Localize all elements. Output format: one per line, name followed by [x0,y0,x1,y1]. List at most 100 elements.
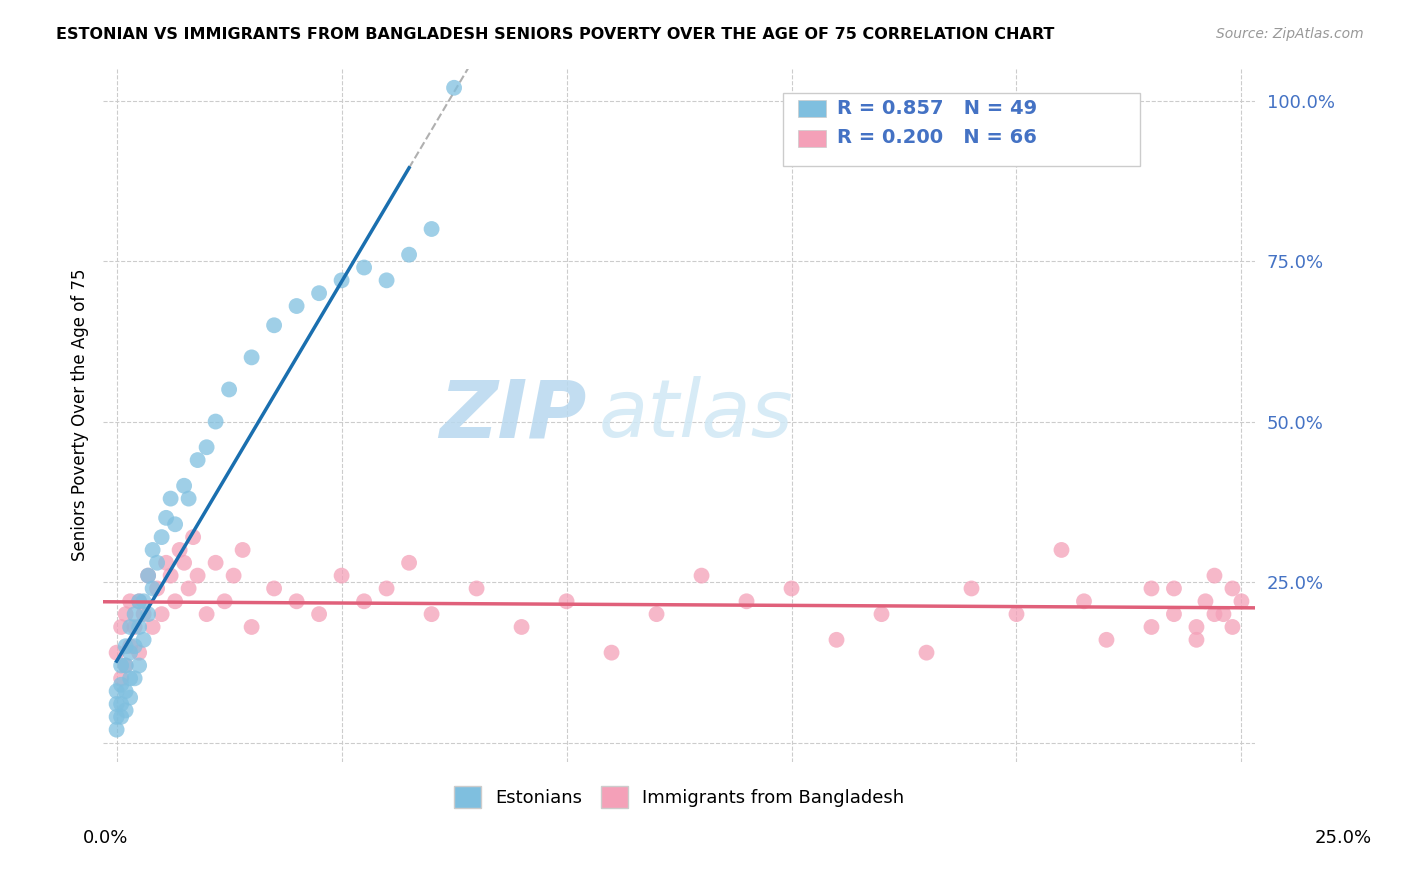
Point [110,620,132,634]
Point [1163,607,1185,621]
Point [600,646,623,660]
Point [330,273,353,287]
Point [735,594,758,608]
Point [204,415,226,429]
Point [136,568,159,582]
Point [173,479,195,493]
Point [110,697,132,711]
Point [132,632,155,647]
Point [105,646,128,660]
Point [128,620,150,634]
Point [105,684,128,698]
Text: ZIP: ZIP [440,376,586,454]
Point [120,594,142,608]
Point [308,286,330,301]
Point [105,697,128,711]
Point [120,690,142,705]
Point [1204,607,1226,621]
Point [398,248,420,262]
Point [204,556,226,570]
Text: R = 0.857   N = 49: R = 0.857 N = 49 [837,98,1038,118]
Point [136,568,159,582]
Point [177,582,200,596]
Point [690,568,713,582]
Point [1230,594,1253,608]
Point [177,491,200,506]
Point [1194,594,1216,608]
Point [1185,632,1208,647]
Point [114,703,136,717]
Point [169,543,191,558]
Point [240,620,263,634]
Point [159,491,181,506]
Point [150,530,173,544]
Point [195,440,218,454]
Point [120,646,142,660]
Point [132,607,155,621]
Point [1050,543,1073,558]
Point [114,607,136,621]
Point [132,594,155,608]
Point [214,594,236,608]
Point [465,582,488,596]
Point [825,632,848,647]
Point [218,383,240,397]
Point [142,620,165,634]
Point [420,607,443,621]
Point [353,260,375,275]
Point [173,556,195,570]
Point [1222,620,1244,634]
Point [443,80,465,95]
Text: 0.0%: 0.0% [83,829,128,847]
Point [1095,632,1118,647]
Point [308,607,330,621]
Point [142,582,165,596]
Point [222,568,245,582]
Point [110,658,132,673]
Point [1073,594,1095,608]
Point [1185,620,1208,634]
Point [285,299,308,313]
Point [165,594,187,608]
Point [1204,568,1226,582]
Point [105,723,128,737]
Point [114,658,136,673]
Point [120,671,142,685]
Point [780,582,803,596]
Point [645,607,668,621]
Point [375,273,398,287]
Point [263,318,285,333]
Point [1140,620,1163,634]
Point [110,710,132,724]
Point [330,568,353,582]
Point [187,568,209,582]
Point [195,607,218,621]
FancyBboxPatch shape [783,93,1140,166]
Y-axis label: Seniors Poverty Over the Age of 75: Seniors Poverty Over the Age of 75 [72,268,89,561]
Point [187,453,209,467]
Point [110,671,132,685]
Point [110,678,132,692]
Text: Source: ZipAtlas.com: Source: ZipAtlas.com [1216,27,1364,41]
Point [398,556,420,570]
Point [1222,582,1244,596]
Point [375,582,398,596]
Point [124,639,146,653]
Point [353,594,375,608]
FancyBboxPatch shape [797,129,827,147]
Point [510,620,533,634]
Point [155,556,177,570]
Point [870,607,893,621]
Point [128,594,150,608]
Point [1140,582,1163,596]
Point [232,543,254,558]
Point [114,658,136,673]
Point [124,620,146,634]
Point [124,607,146,621]
Point [159,568,181,582]
Text: atlas: atlas [599,376,793,454]
Point [146,582,169,596]
Point [915,646,938,660]
Point [128,658,150,673]
Point [105,710,128,724]
